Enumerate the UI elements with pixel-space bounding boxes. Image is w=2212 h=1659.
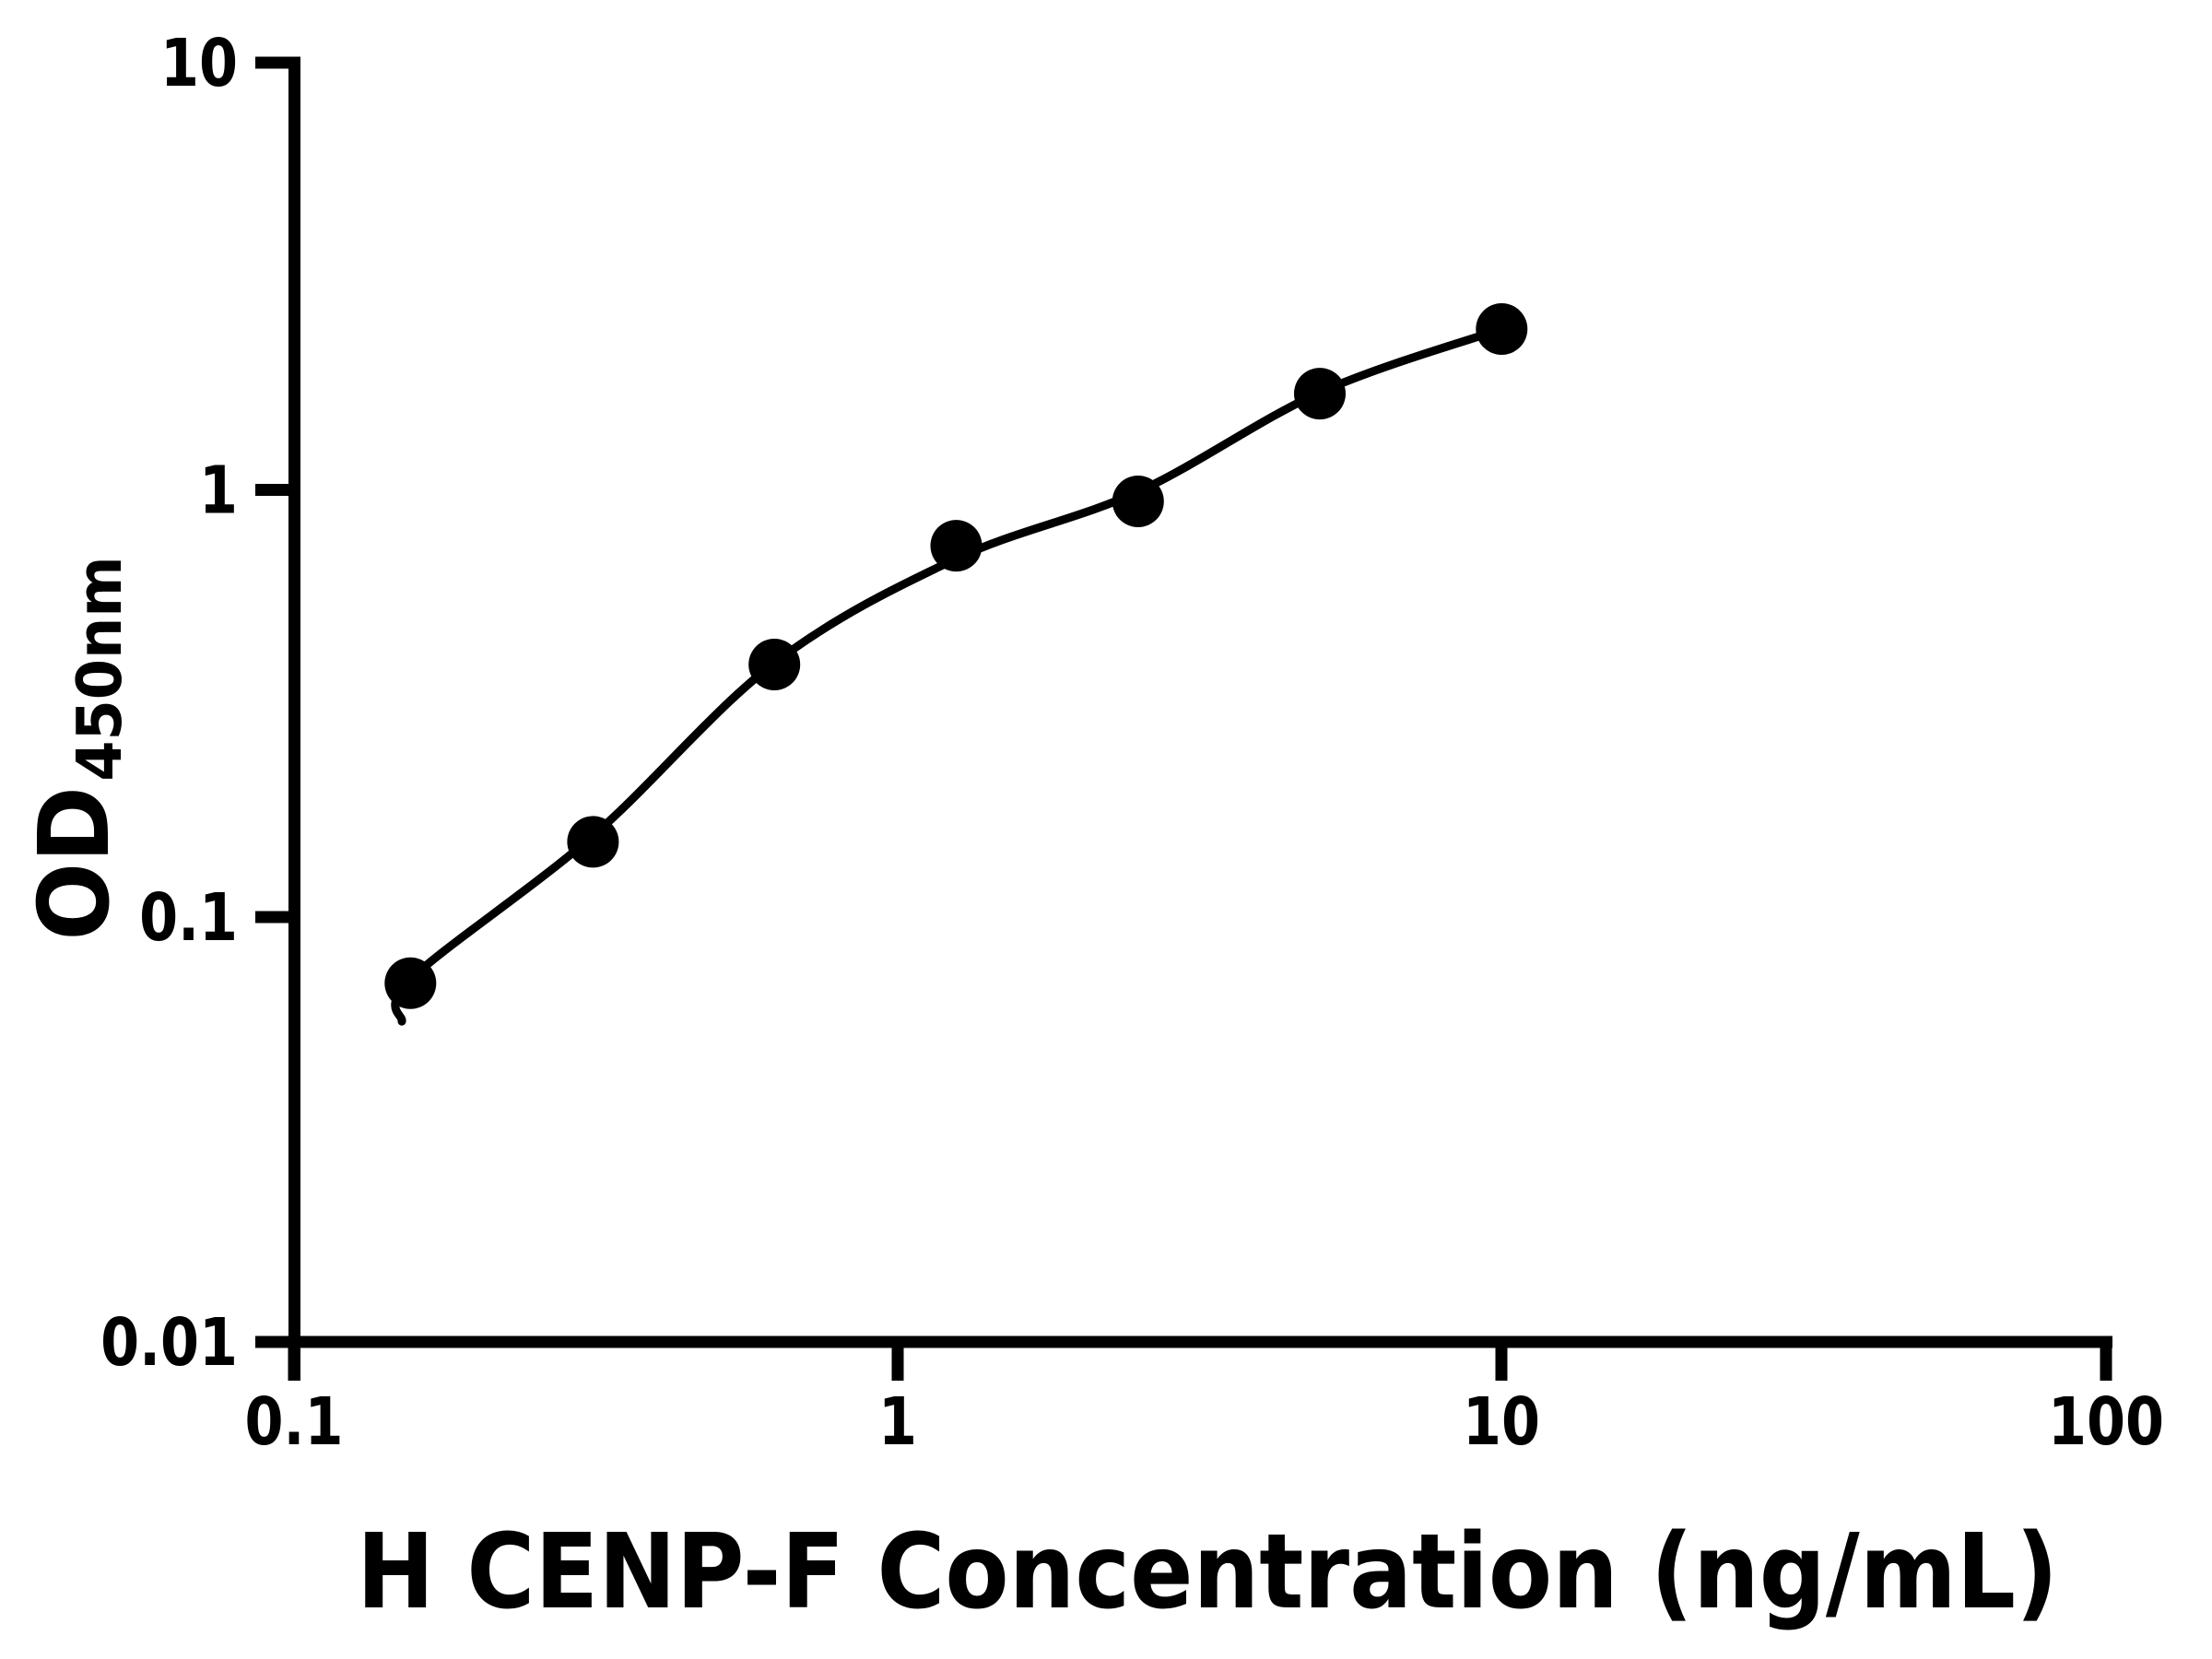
data-point (567, 816, 619, 868)
x-axis-title: H CENP-F Concentration (ng/mL) (357, 1512, 2058, 1632)
data-point (748, 639, 801, 690)
y-axis-title: OD 450nm (19, 556, 136, 940)
axes (255, 56, 2112, 1381)
fit-curve (391, 324, 1506, 1026)
y-tick-labels: 10 1 0.1 0.01 (100, 25, 238, 1381)
x-tick-labels: 0.1 1 10 100 (245, 1383, 2164, 1460)
x-tick-label-1: 1 (878, 1383, 917, 1460)
y-tick-label-0.1: 0.1 (139, 879, 238, 956)
data-point (384, 957, 437, 1009)
y-axis-title-subscript: 450nm (64, 556, 135, 781)
x-tick-label-100: 100 (2048, 1383, 2164, 1460)
data-points (384, 303, 1528, 1009)
data-point (1294, 368, 1346, 420)
y-tick-label-10: 10 (160, 25, 238, 101)
data-point (1476, 303, 1528, 355)
data-point (930, 520, 982, 572)
y-tick-label-1: 1 (199, 453, 238, 529)
y-tick-label-0.01: 0.01 (100, 1304, 238, 1381)
x-tick-label-10: 10 (1463, 1383, 1540, 1460)
y-axis-title-main: OD (19, 786, 132, 941)
x-tick-label-0.1: 0.1 (245, 1383, 344, 1460)
data-point (1112, 476, 1164, 527)
